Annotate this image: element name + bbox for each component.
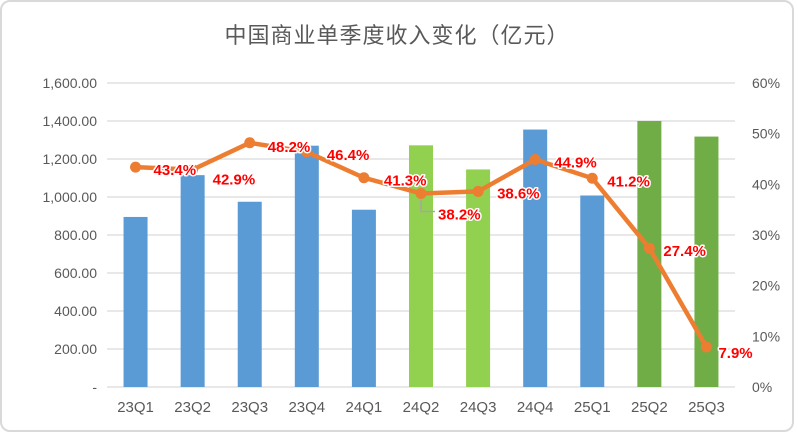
x-axis-label: 24Q1 <box>346 399 383 416</box>
line-point-25Q2 <box>643 242 655 254</box>
data-label-24Q1: 41.3% <box>384 173 427 190</box>
data-label-23Q2: 42.9% <box>213 172 256 189</box>
secondary-axis-tick-label: 20% <box>752 278 780 294</box>
secondary-axis-tick-label: 10% <box>752 328 780 344</box>
x-axis-label: 25Q2 <box>631 399 668 416</box>
line-point-25Q3 <box>700 341 712 353</box>
y-axis-tick-label: 800.00 <box>54 227 97 243</box>
data-label-25Q2: 27.4% <box>663 243 706 260</box>
x-axis-label: 25Q1 <box>574 399 611 416</box>
x-axis-label: 23Q2 <box>174 399 211 416</box>
y-axis-tick-label: 1,600.00 <box>43 75 98 91</box>
line-point-24Q4 <box>529 154 541 166</box>
combo-chart: 1,600.00 1,400.00 1,200.00 1,000.00 800.00 60… <box>43 75 781 416</box>
y-axis-tick-label: 1,400.00 <box>43 113 98 129</box>
x-axis-label: 24Q2 <box>403 399 440 416</box>
secondary-axis-tick-label: 40% <box>752 176 780 192</box>
data-label-24Q4: 44.9% <box>554 155 597 172</box>
data-label-25Q1: 41.2% <box>607 173 650 190</box>
line-point-23Q1 <box>130 161 142 173</box>
y-axis-tick-label: - <box>92 379 97 395</box>
secondary-axis-tick-label: 0% <box>752 379 772 395</box>
data-label-25Q3: 7.9% <box>718 345 752 362</box>
bar-24Q4 <box>523 129 548 388</box>
y-axis-tick-label: 400.00 <box>54 303 97 319</box>
bar-24Q2 <box>409 145 433 387</box>
line-point-23Q3 <box>244 137 256 149</box>
y-axis-tick-label: 200.00 <box>54 341 97 357</box>
data-label-23Q3: 48.2% <box>268 139 311 156</box>
bar-25Q1 <box>580 195 605 387</box>
x-axis-label: 23Q1 <box>117 399 154 416</box>
label-leader-line <box>420 199 435 213</box>
x-axis-label: 23Q3 <box>231 399 268 416</box>
data-label-23Q4: 46.4% <box>327 147 370 164</box>
line-point-23Q2 <box>187 164 199 176</box>
y-axis-tick-label: 600.00 <box>54 265 97 281</box>
y-axis-tick-label: 1,000.00 <box>43 189 98 205</box>
bar-24Q1 <box>351 209 376 387</box>
secondary-axis-tick-label: 60% <box>752 75 780 91</box>
chart-title: 中国商业单季度收入变化（亿元） <box>224 23 570 48</box>
secondary-axis-tick-label: 30% <box>752 227 780 243</box>
line-point-23Q4 <box>301 146 313 158</box>
x-axis-label: 24Q4 <box>517 399 554 416</box>
bar-23Q3 <box>237 201 262 387</box>
bar-23Q1 <box>123 216 148 387</box>
bar-24Q3 <box>466 169 491 387</box>
data-label-24Q2: 38.2% <box>438 206 481 223</box>
line-point-24Q3 <box>472 185 484 197</box>
bar-23Q2 <box>180 175 205 387</box>
x-axis-label: 25Q3 <box>688 399 725 416</box>
x-axis-label: 24Q3 <box>460 399 497 416</box>
data-label-23Q1: 43.4% <box>154 162 197 179</box>
y-axis-tick-label: 1,200.00 <box>43 151 98 167</box>
secondary-axis-tick-label: 50% <box>752 126 780 142</box>
line-point-24Q1 <box>358 172 370 184</box>
line-point-25Q1 <box>586 172 598 184</box>
bar-23Q4 <box>294 145 319 387</box>
bar-25Q2 <box>637 121 662 387</box>
line-point-24Q2 <box>415 187 427 199</box>
data-label-24Q3: 38.6% <box>497 185 540 202</box>
x-axis-label: 23Q4 <box>288 399 325 416</box>
